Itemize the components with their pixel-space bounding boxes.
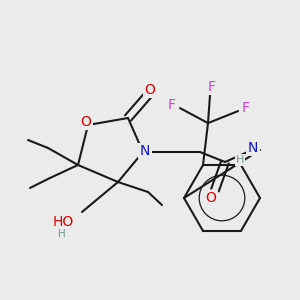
- Text: H: H: [58, 229, 66, 239]
- Text: N: N: [248, 141, 258, 155]
- Text: H: H: [236, 155, 244, 165]
- Text: HO: HO: [53, 215, 74, 229]
- Text: F: F: [208, 80, 216, 94]
- Text: F: F: [168, 98, 176, 112]
- Text: F: F: [242, 101, 250, 115]
- Text: N: N: [140, 144, 150, 158]
- Text: O: O: [206, 191, 216, 205]
- Text: O: O: [145, 83, 155, 97]
- Text: O: O: [81, 115, 92, 129]
